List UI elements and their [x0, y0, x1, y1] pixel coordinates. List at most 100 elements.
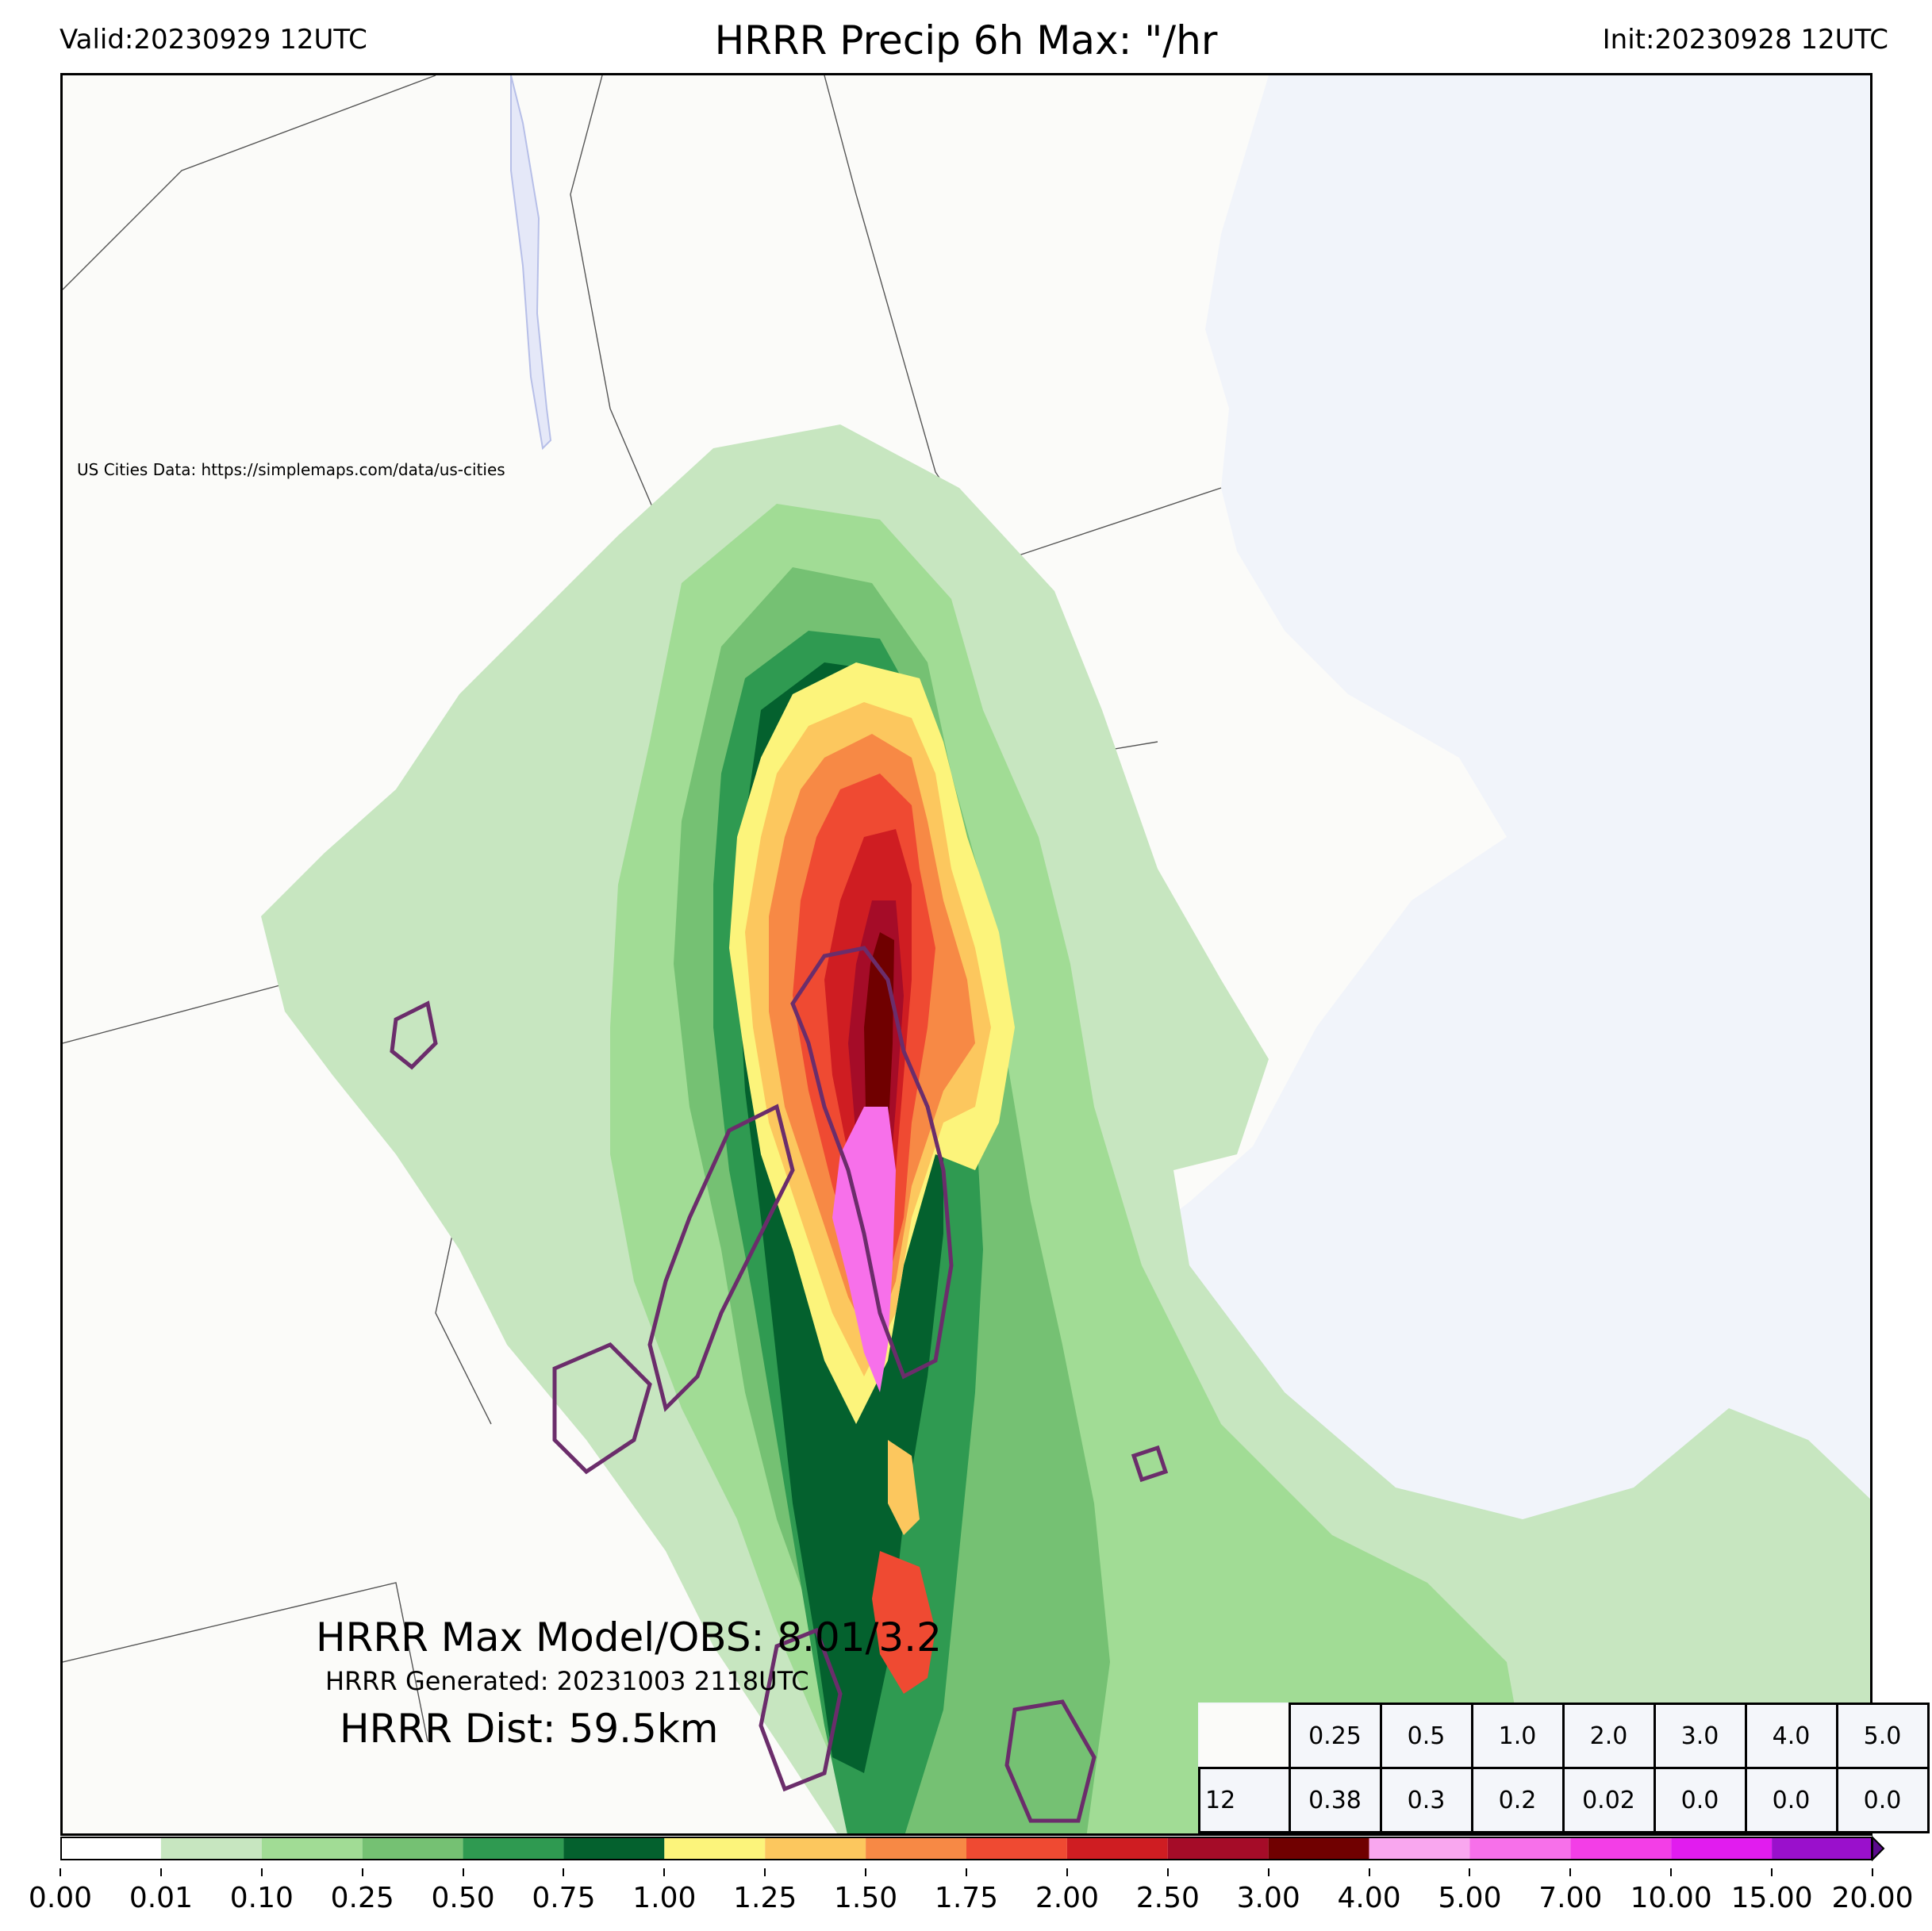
obs-contour-south: [1004, 1699, 1097, 1823]
colorbar-segment: [1167, 1837, 1269, 1860]
colorbar-tick-label: 1.00: [632, 1882, 697, 1914]
table-cell: 1.0: [1470, 1703, 1565, 1769]
init-time-label: Init:20230928 12UTC: [1602, 24, 1888, 56]
colorbar-segment: [1772, 1837, 1872, 1860]
colorbar-segment: [1369, 1837, 1470, 1860]
colorbar-tick-mark: [462, 1868, 464, 1876]
colorbar-tick-mark: [1872, 1868, 1873, 1876]
colorbar: [60, 1836, 1885, 1861]
precip-field: [261, 424, 1870, 1833]
threshold-header-row: 0.25 0.5 1.0 2.0 3.0 4.0 5.0: [1199, 1703, 1930, 1769]
precip-southern-cell-yellow: [888, 1440, 920, 1535]
precip-southern-cell: [872, 1551, 935, 1694]
colorbar-tick-label: 0.00: [28, 1882, 93, 1914]
obs-contour-jersey-shore: [759, 1627, 843, 1792]
colorbar-tick-label: 0.50: [431, 1882, 495, 1914]
table-cell: 12: [1198, 1767, 1291, 1833]
table-cell: 0.5: [1379, 1703, 1473, 1769]
colorbar-tick-label: 7.00: [1538, 1882, 1603, 1914]
obs-contour-small-1: [390, 1000, 438, 1070]
precip-map: US Cities Data: https://simplemaps.com/d…: [60, 73, 1872, 1836]
colorbar-segment: [1066, 1837, 1168, 1860]
colorbar-tick-mark: [1368, 1868, 1370, 1876]
map-title: HRRR Precip 6h Max: "/hr: [714, 17, 1218, 63]
colorbar-segment: [261, 1837, 363, 1860]
colorbar-segment: [1469, 1837, 1571, 1860]
valid-time-label: Valid:20230929 12UTC: [60, 24, 367, 56]
table-cell: 0.0: [1835, 1767, 1930, 1833]
colorbar-tick-mark: [1670, 1868, 1673, 1876]
colorbar-tick-label: 0.25: [330, 1882, 394, 1914]
colorbar-segment: [1671, 1837, 1773, 1860]
table-spacer: [1199, 1703, 1289, 1768]
colorbar-tick-mark: [1469, 1868, 1471, 1876]
max-model-obs-label: HRRR Max Model/OBS: 8.01/3.2: [316, 1614, 942, 1660]
colorbar-tick-mark: [966, 1868, 967, 1876]
obs-contour-main: [790, 946, 954, 1380]
colorbar-tick-label: 2.00: [1035, 1882, 1099, 1914]
table-cell: 0.02: [1561, 1767, 1656, 1833]
colorbar-tick-mark: [1166, 1868, 1169, 1876]
table-cell: 0.2: [1470, 1767, 1565, 1833]
colorbar-tick-label: 2.50: [1135, 1882, 1200, 1914]
colorbar-tick-label: 1.75: [934, 1882, 999, 1914]
colorbar-tick-mark: [60, 1868, 61, 1876]
state-line-ny-vt: [63, 75, 436, 290]
table-cell: 2.0: [1561, 1703, 1656, 1769]
colorbar-tick-mark: [865, 1868, 867, 1876]
colorbar-segment: [60, 1837, 161, 1860]
colorbar-tick-mark: [260, 1868, 263, 1876]
table-cell: 0.38: [1288, 1767, 1382, 1833]
colorbar-segment: [463, 1837, 564, 1860]
colorbar-tick-mark: [361, 1868, 363, 1876]
colorbar-extend-arrow: [1872, 1836, 1885, 1861]
distance-label: HRRR Dist: 59.5km: [340, 1706, 719, 1752]
colorbar-tick-label: 3.00: [1236, 1882, 1300, 1914]
colorbar-segment: [1570, 1837, 1672, 1860]
colorbar-segment: [966, 1837, 1067, 1860]
obs-contour-nj: [552, 1342, 652, 1475]
colorbar-segment: [866, 1837, 966, 1860]
colorbar-segment: [664, 1837, 766, 1860]
colorbar-segment: [563, 1837, 665, 1860]
obs-contour-small-2: [1131, 1445, 1169, 1483]
map-graphics: [63, 75, 1870, 1833]
colorbar-tick-label: 1.25: [733, 1882, 797, 1914]
generated-time-label: HRRR Generated: 20231003 2118UTC: [325, 1666, 809, 1696]
colorbar-tick-mark: [563, 1868, 565, 1876]
lake-champlain: [510, 75, 552, 451]
table-cell: 3.0: [1653, 1703, 1747, 1769]
table-cell: 5.0: [1835, 1703, 1930, 1769]
colorbar-tick-mark: [1267, 1868, 1269, 1876]
colorbar-tick-label: 0.01: [129, 1882, 193, 1914]
threshold-table: 0.25 0.5 1.0 2.0 3.0 4.0 5.0 12 0.38 0.3…: [1198, 1703, 1930, 1833]
colorbar-tick-label: 5.00: [1438, 1882, 1502, 1914]
colorbar-outline: [60, 1837, 1872, 1860]
table-cell: 0.0: [1653, 1767, 1747, 1833]
colorbar-tick-label: 0.10: [229, 1882, 294, 1914]
colorbar-segment: [160, 1837, 262, 1860]
table-cell: 0.25: [1288, 1703, 1382, 1769]
colorbar-tick-label: 15.00: [1730, 1882, 1813, 1914]
colorbar-tick-mark: [663, 1868, 666, 1876]
obs-contours: [390, 946, 1169, 1823]
state-line-pa-de: [63, 1582, 428, 1742]
colorbar-tick-label: 4.00: [1337, 1882, 1401, 1914]
colorbar-segment: [1268, 1837, 1369, 1860]
table-cell: 0.0: [1744, 1767, 1838, 1833]
data-credit: US Cities Data: https://simplemaps.com/d…: [77, 460, 505, 479]
colorbar-tick-mark: [159, 1868, 162, 1876]
threshold-value-row: 12 0.38 0.3 0.2 0.02 0.0 0.0 0.0: [1198, 1767, 1930, 1833]
table-cell: 4.0: [1744, 1703, 1838, 1769]
colorbar-tick-label: 10.00: [1630, 1882, 1712, 1914]
colorbar-segment: [362, 1837, 463, 1860]
colorbar-tick-label: 20.00: [1831, 1882, 1914, 1914]
obs-contour-west: [647, 1104, 795, 1412]
colorbar-tick-label: 0.75: [532, 1882, 596, 1914]
colorbar-segment: [765, 1837, 866, 1860]
colorbar-tick-mark: [1066, 1868, 1068, 1876]
table-cell: 0.3: [1379, 1767, 1473, 1833]
colorbar-tick-mark: [1771, 1868, 1773, 1876]
colorbar-tick-mark: [1569, 1868, 1572, 1876]
colorbar-tick-mark: [764, 1868, 766, 1876]
